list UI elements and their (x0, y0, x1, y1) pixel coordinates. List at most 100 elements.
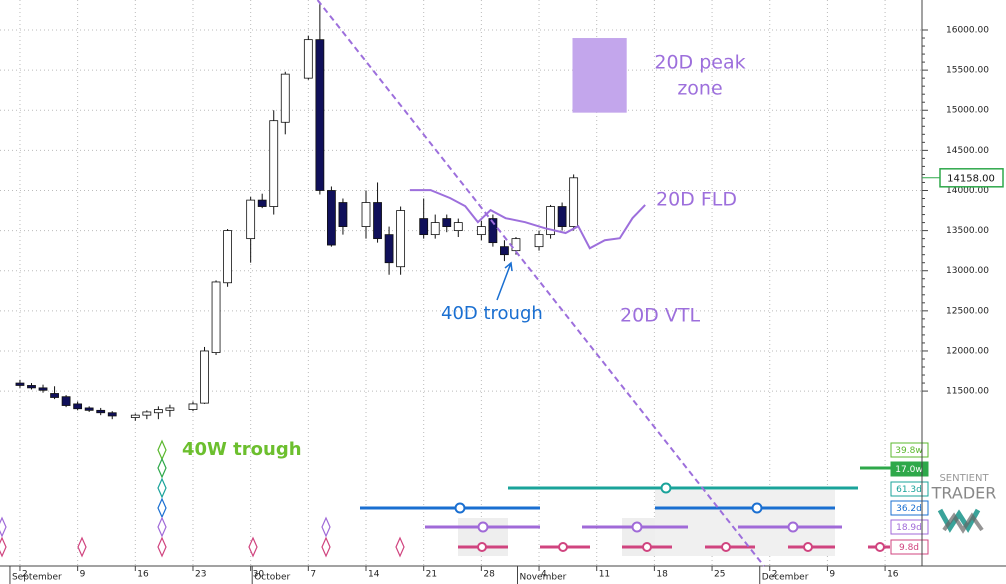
x-tick-label: 2 (772, 570, 778, 580)
cycle-point (477, 521, 489, 533)
y-tick-label: 15500.00 (946, 66, 989, 76)
candle-body (130, 414, 140, 418)
candle-body (73, 403, 83, 410)
y-tick-label: 12000.00 (946, 346, 989, 356)
cycle-point (631, 521, 643, 533)
x-tick-label: 16 (887, 570, 899, 580)
candle-body (315, 39, 325, 191)
y-tick-label: 14500.00 (946, 146, 989, 156)
candle-body (442, 218, 452, 227)
logo: SENTIENT (939, 473, 989, 484)
month-label: December (762, 573, 809, 583)
x-tick-label: 9 (80, 570, 86, 580)
month-label: October (254, 573, 290, 583)
candle-body (269, 120, 279, 207)
y-tick-label: 14000.00 (946, 186, 989, 196)
candle-body (488, 218, 498, 244)
y-tick-label: 16000.00 (946, 26, 989, 36)
arrow (496, 261, 513, 301)
peak-zone (572, 38, 627, 113)
logo-mark (942, 512, 984, 534)
candle-body (419, 218, 429, 236)
candle-body (200, 350, 209, 404)
x-tick-label: 28 (483, 570, 495, 580)
annotation: 40W trough (182, 439, 302, 460)
candle-body (15, 382, 25, 386)
candle-body (384, 234, 394, 264)
candle-body (453, 222, 463, 232)
cycle-point (787, 521, 799, 533)
candle-body (38, 387, 48, 391)
cycle-point (751, 502, 763, 514)
x-tick-label: 2 (22, 570, 28, 580)
candle-body (476, 226, 486, 236)
annotation: 40D trough (441, 303, 543, 324)
candle-body (396, 210, 406, 268)
x-tick-label: 25 (714, 570, 725, 580)
x-tick-label: 18 (656, 570, 668, 580)
month-label: September (12, 573, 62, 583)
cycle-points (477, 542, 885, 552)
cycle-label: 36.2d (896, 504, 922, 514)
candle-body (257, 199, 267, 207)
candle-body (142, 411, 152, 416)
candle-body (84, 407, 94, 411)
candle-body (188, 403, 198, 410)
x-tick-label: 23 (195, 570, 206, 580)
annotation: 20D VTL (620, 305, 700, 327)
candle-body (246, 199, 256, 240)
annotation: zone (677, 78, 722, 100)
candle-body (500, 246, 509, 256)
candle-body (61, 396, 71, 406)
x-tick-label: 16 (137, 570, 149, 580)
candle-body (223, 230, 232, 284)
candle-body (153, 409, 163, 414)
candle-body (534, 234, 544, 248)
x-tick-label: 4 (541, 570, 547, 580)
candle-body (338, 202, 348, 227)
candle-body (211, 281, 221, 353)
y-tick-label: 15000.00 (946, 106, 989, 116)
x-tick-label: 30 (253, 570, 265, 580)
diamonds (0, 439, 405, 558)
candle-body (50, 393, 59, 398)
x-tick-label: 11 (599, 570, 610, 580)
logo-mark (937, 508, 981, 533)
cycle-point (454, 502, 466, 514)
cycle-label: 9.8d (899, 543, 919, 553)
cycle-label: 17.0w (895, 465, 922, 475)
candle-body (27, 385, 36, 389)
month-label: November (519, 573, 566, 583)
candle-body (430, 222, 440, 236)
annotation: 20D FLD (656, 189, 737, 211)
cycle-panel: 39.8w 17.0w 61.3d 36.2d 18.9d 9.8d (0, 439, 929, 558)
annotation: 20D peak (654, 52, 745, 74)
y-tick-label: 13000.00 (946, 266, 989, 276)
candle-body (303, 39, 313, 79)
cycle-label: 39.8w (895, 446, 922, 456)
cycle-label: 18.9d (896, 523, 922, 533)
candle-body (327, 190, 336, 246)
candle-body (557, 206, 567, 227)
candle-body (107, 412, 117, 417)
candle-body (361, 202, 371, 227)
candle-body (546, 206, 555, 236)
candle-body (373, 202, 382, 240)
y-tick-label: 13500.00 (946, 226, 989, 236)
candle-body (569, 177, 579, 227)
x-tick-label: 21 (426, 570, 437, 580)
candle-body (165, 407, 175, 411)
x-tick-label: 14 (368, 570, 380, 580)
grid (0, 0, 922, 566)
cycle-labels: 39.8w 17.0w 61.3d 36.2d 18.9d 9.8d (890, 442, 929, 555)
candle-body (96, 409, 106, 414)
candle-body (280, 73, 290, 123)
cycle-point (660, 482, 672, 494)
fld-line (409, 189, 646, 250)
plot: 11500.00 12000.00 12500.00 13000.00 13500.00… (9, 0, 1004, 584)
candle-body (511, 238, 521, 252)
x-tick-label: 9 (829, 570, 835, 580)
x-tick-label: 7 (310, 570, 316, 580)
y-tick-label: 11500.00 (946, 387, 989, 397)
